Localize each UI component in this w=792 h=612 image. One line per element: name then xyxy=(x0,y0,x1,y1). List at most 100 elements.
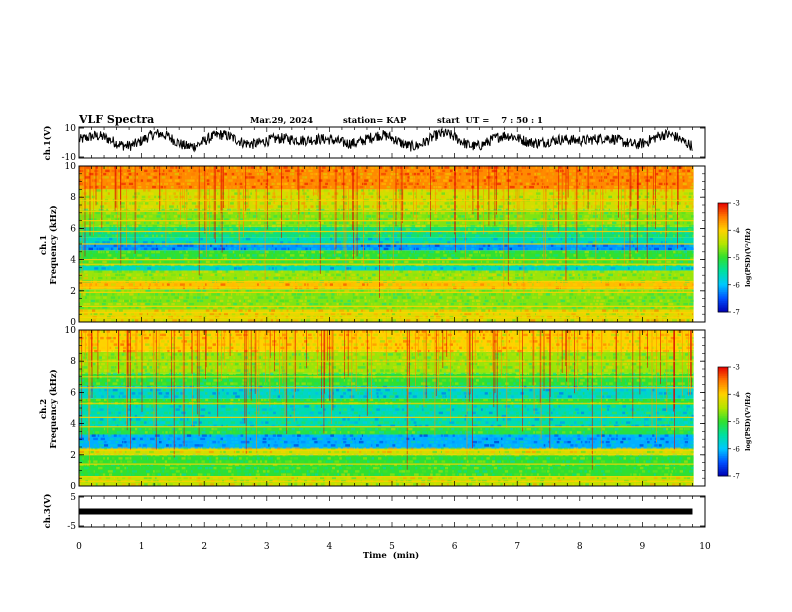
spectrogram-cell xyxy=(351,276,357,280)
spectrogram-cell xyxy=(257,296,261,299)
spectrogram-cell xyxy=(462,221,465,225)
spectrogram-cell xyxy=(161,208,165,212)
spectrogram-cell xyxy=(519,247,525,251)
spectrogram-cell xyxy=(135,228,137,231)
spectrogram-cell xyxy=(616,257,620,260)
spectrogram-cell xyxy=(396,293,402,296)
spectrogram-cell xyxy=(387,289,389,293)
spectrogram-cell xyxy=(561,254,566,257)
spectrogram-cell xyxy=(370,185,374,189)
spectrogram-cell xyxy=(238,283,241,286)
spectrogram-cell xyxy=(511,306,514,309)
spectrogram-cell xyxy=(582,244,587,247)
spectrogram-cell xyxy=(432,267,437,270)
spectrogram-cell xyxy=(113,257,117,260)
spectrogram-cell xyxy=(360,244,365,247)
spectrogram-cell xyxy=(213,208,218,212)
spectrogram-cell xyxy=(660,195,664,199)
spectrogram-cell xyxy=(599,289,604,293)
spectrogram-cell xyxy=(121,182,126,186)
spectrogram-cell xyxy=(179,293,183,296)
spectrogram-cell xyxy=(491,237,493,241)
spectrogram-cell xyxy=(220,283,226,286)
spectrogram-cell xyxy=(478,221,482,225)
spectrogram-cell xyxy=(325,195,331,199)
spectrogram-cell xyxy=(162,195,165,199)
spectrogram-cell xyxy=(345,276,349,280)
spectrogram-cell xyxy=(490,306,492,309)
spectrogram-cell xyxy=(520,185,523,189)
spectrogram-cell xyxy=(132,247,137,251)
spectrogram-cell xyxy=(229,205,235,208)
spectrogram-cell xyxy=(669,283,672,286)
spectrogram-cell xyxy=(292,302,296,306)
spectrogram-cell xyxy=(178,267,180,270)
spectrogram-cell xyxy=(489,270,493,273)
spectrogram-cell xyxy=(304,283,306,286)
spectrogram-cell xyxy=(259,205,264,208)
spectrogram-cell xyxy=(276,228,278,231)
spectrogram-cell xyxy=(378,189,383,192)
spectrogram-cell xyxy=(532,309,537,312)
spectrogram-cell xyxy=(560,237,563,241)
spectrogram-cell xyxy=(235,293,240,296)
spectrogram-cell xyxy=(410,202,413,205)
spectrogram-cell xyxy=(135,306,139,309)
spectrogram-cell xyxy=(447,205,450,208)
spectrogram-cell xyxy=(681,312,684,316)
spectrogram-cell xyxy=(510,192,514,195)
spectrogram-cell xyxy=(491,218,497,221)
spectrogram-cell xyxy=(666,228,671,231)
spectrogram-cell xyxy=(267,306,272,309)
spectrogram-cell xyxy=(348,319,350,322)
spectrogram-cell xyxy=(315,289,319,293)
spectrogram-cell xyxy=(243,218,249,221)
spectrogram-cell xyxy=(444,185,447,189)
spectrogram-cell xyxy=(146,195,148,199)
spectrogram-cell xyxy=(665,250,669,254)
spectrogram-cell xyxy=(220,244,222,247)
spectrogram-cell xyxy=(256,289,258,293)
spectrogram-cell xyxy=(669,309,672,312)
spectrogram-cell xyxy=(491,182,496,186)
spectrogram-cell xyxy=(619,276,622,280)
spectrogram-cell xyxy=(683,192,688,195)
spectrogram-cell xyxy=(407,276,411,280)
spectrogram-cell xyxy=(268,237,270,241)
spectrogram-cell xyxy=(369,221,373,225)
spectrogram-cell xyxy=(165,211,170,215)
spectrogram-cell xyxy=(92,263,95,267)
spectrogram-cell xyxy=(625,224,630,228)
spectrogram-cell xyxy=(486,208,491,212)
spectrogram-cell xyxy=(388,296,391,299)
spectrogram-cell xyxy=(463,267,468,270)
spectrogram-cell xyxy=(318,312,323,316)
spectrogram-cell xyxy=(257,221,261,225)
spectrogram-cell xyxy=(242,237,245,241)
spectrogram-cell xyxy=(422,289,425,293)
spectrogram-cell xyxy=(422,241,424,244)
spectrogram-cell xyxy=(377,218,383,221)
spectrogram-cell xyxy=(594,231,599,234)
spectrogram-cell xyxy=(275,273,281,277)
spectrogram-cell xyxy=(487,244,491,247)
spectrogram-cell xyxy=(574,296,576,299)
spectrogram-cell xyxy=(308,182,313,186)
spectrogram-cell xyxy=(596,299,599,303)
spectrogram-cell xyxy=(79,260,81,264)
spectrogram-cell xyxy=(338,260,343,264)
spectrogram-cell xyxy=(507,319,510,322)
spectrogram-cell xyxy=(492,302,494,306)
spectrogram-cell xyxy=(329,221,332,225)
spectrogram-cell xyxy=(476,289,479,293)
spectrogram-cell xyxy=(640,224,644,228)
spectrogram-cell xyxy=(486,260,489,264)
spectrogram-cell xyxy=(215,185,220,189)
spectrogram-cell xyxy=(144,211,146,215)
spectrogram-cell xyxy=(388,254,392,257)
spectrogram-cell xyxy=(472,195,476,199)
spectrogram-cell xyxy=(127,263,129,267)
spectrogram-cell xyxy=(236,228,240,231)
spectrogram-cell xyxy=(256,189,261,192)
spectrogram-cell xyxy=(400,283,406,286)
